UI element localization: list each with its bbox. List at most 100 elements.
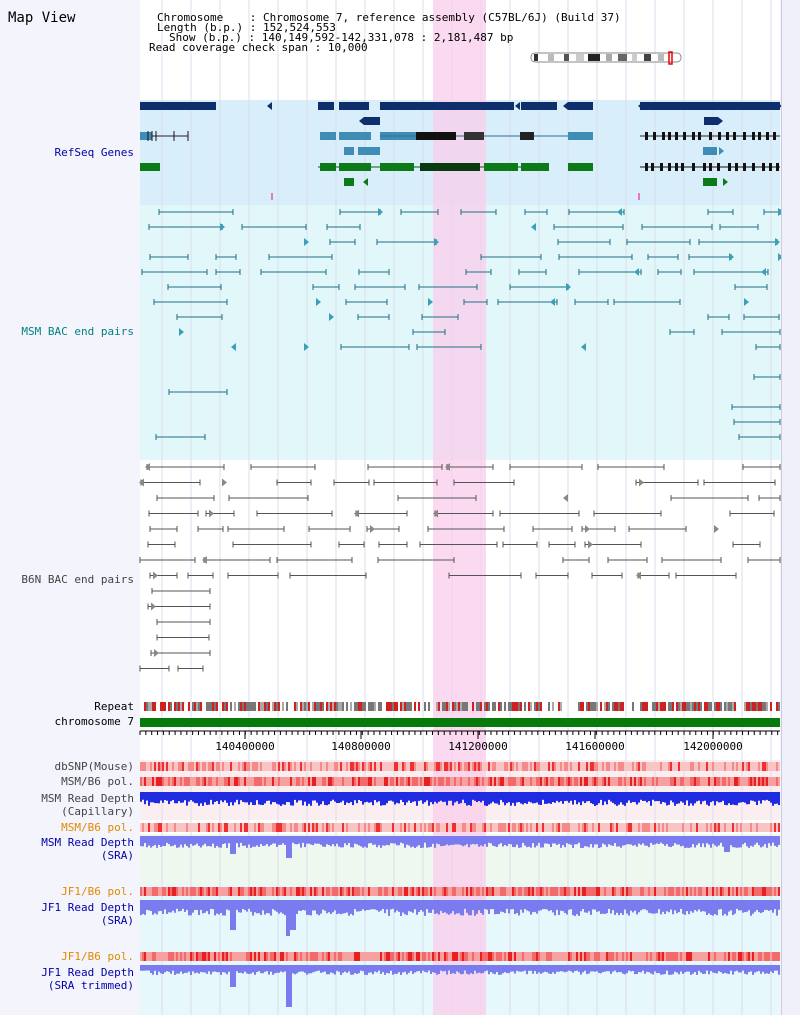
jf1-pol-heat (696, 887, 698, 896)
dbsnp-heat (698, 762, 700, 771)
msm-pol-heat (434, 777, 436, 786)
jf1-depth-trim-bar (776, 965, 778, 971)
track-label-b6n-bac[interactable]: B6N BAC end pairs (21, 573, 134, 586)
msm-depth-cap-bar (756, 792, 758, 806)
track-label-repeat[interactable]: Repeat (94, 700, 134, 713)
msm-pol2-heat (638, 823, 640, 832)
chromosome-ideogram[interactable] (528, 50, 688, 66)
msm-pol-heat (296, 777, 298, 786)
msm-depth-sra-bar (776, 836, 778, 847)
dbsnp-heat (514, 762, 516, 771)
msm-pol-heat (640, 777, 642, 786)
jf1-pol-heat (564, 887, 566, 896)
msm-pol2-heat (478, 823, 480, 832)
right-scroll-strip[interactable] (781, 0, 800, 1015)
track-label-dbsnp[interactable]: dbSNP(Mouse) (54, 760, 134, 773)
repeat-mark (454, 702, 456, 711)
msm-depth-sra-bar (254, 836, 256, 847)
msm-pol-heat (404, 777, 406, 786)
jf1-pol-heat (538, 887, 540, 896)
msm-pol-heat (570, 777, 572, 786)
axis-tick-label: 140400000 (215, 740, 275, 753)
msm-depth-sra-bar (322, 836, 324, 847)
jf1-depth-trim-bar (714, 965, 716, 974)
jf1-pol2-heat (340, 952, 342, 961)
jf1-depth-sra-bar (672, 900, 674, 915)
jf1-pol-heat (628, 887, 630, 896)
msm-pol-heat (724, 777, 726, 786)
jf1-pol-heat (432, 887, 434, 896)
msm-depth-sra-bar (260, 836, 262, 845)
jf1-depth-trim-bar (636, 965, 638, 975)
msm-depth-sra-bar (382, 836, 384, 846)
repeat-mark (306, 702, 308, 711)
jf1-pol-heat (308, 887, 310, 896)
msm-depth-sra-bar (494, 836, 496, 847)
jf1-depth-sra-bar (328, 900, 330, 913)
track-label-jf1-b6-pol-2[interactable]: JF1/B6 pol. (61, 950, 134, 963)
msm-pol2-heat (760, 823, 762, 832)
msm-pol-heat (568, 777, 570, 786)
msm-depth-cap-bar (620, 792, 622, 803)
dbsnp-heat (690, 762, 692, 771)
jf1-depth-sra-bar (546, 900, 548, 910)
jf1-depth-trim-bar (420, 965, 422, 974)
track-label-msm-depth-cap[interactable]: MSM Read Depth (Capillary) (41, 792, 134, 818)
msm-depth-cap-bar (612, 792, 614, 803)
msm-depth-sra-bar (548, 836, 550, 845)
jf1-depth-trim-bar (564, 965, 566, 973)
jf1-depth-sra-bar (306, 900, 308, 915)
msm-depth-sra-bar (764, 836, 766, 845)
msm-depth-sra-bar (508, 836, 510, 844)
jf1-depth-trim-bar (426, 965, 428, 973)
track-label-jf1-b6-pol-1[interactable]: JF1/B6 pol. (61, 885, 134, 898)
track-label-msm-b6-pol-1[interactable]: MSM/B6 pol. (61, 775, 134, 788)
jf1-depth-trim-bar (676, 965, 678, 973)
jf1-depth-trim-bar (306, 965, 308, 975)
msm-pol2-heat (744, 823, 746, 832)
jf1-pol2-heat (210, 952, 212, 961)
jf1-pol2-heat (272, 952, 274, 961)
jf1-depth-trim-bar (290, 965, 292, 1007)
jf1-depth-trim-bar (592, 965, 594, 972)
dbsnp-heat (302, 762, 304, 771)
jf1-depth-trim-bar (226, 965, 228, 975)
msm-pol2-heat (454, 823, 456, 832)
jf1-pol2-heat (190, 952, 192, 961)
jf1-pol2-heat (338, 952, 340, 961)
msm-pol-heat (324, 777, 326, 786)
track-label-refseq[interactable]: RefSeq Genes (54, 146, 134, 159)
msm-depth-sra-bar (272, 836, 274, 844)
msm-depth-sra-bar (372, 836, 374, 845)
jf1-pol2-heat (324, 952, 326, 961)
msm-pol2-heat (280, 823, 282, 832)
track-label-jf1-depth-trim[interactable]: JF1 Read Depth (SRA trimmed) (41, 966, 134, 992)
jf1-depth-sra-bar (502, 900, 504, 913)
dbsnp-heat (700, 762, 702, 771)
msm-depth-cap-bar (156, 792, 158, 804)
msm-pol2-heat (452, 823, 454, 832)
msm-pol2-heat (610, 823, 612, 832)
msm-depth-cap-bar (714, 792, 716, 806)
msm-pol2-heat (466, 823, 468, 832)
msm-depth-sra-bar (142, 836, 144, 847)
jf1-pol2-heat (656, 952, 658, 961)
jf1-pol-heat (580, 887, 582, 896)
track-label-msm-bac[interactable]: MSM BAC end pairs (21, 325, 134, 338)
track-label-msm-b6-pol-2[interactable]: MSM/B6 pol. (61, 821, 134, 834)
repeat-mark (178, 702, 180, 711)
msm-depth-sra-bar (450, 836, 452, 845)
jf1-pol2-heat (692, 952, 694, 961)
jf1-depth-sra-bar (638, 900, 640, 913)
jf1-depth-trim-bar (536, 965, 538, 974)
jf1-pol2-heat (254, 952, 256, 961)
track-label-jf1-depth-sra[interactable]: JF1 Read Depth (SRA) (41, 901, 134, 927)
jf1-pol2-heat (510, 952, 512, 961)
jf1-depth-trim-bar (724, 965, 726, 973)
msm-depth-cap-bar (454, 792, 456, 803)
jf1-depth-sra-bar (220, 900, 222, 913)
msm-pol-heat (286, 777, 288, 786)
msm-pol-heat (536, 777, 538, 786)
track-label-msm-depth-sra[interactable]: MSM Read Depth (SRA) (41, 836, 134, 862)
